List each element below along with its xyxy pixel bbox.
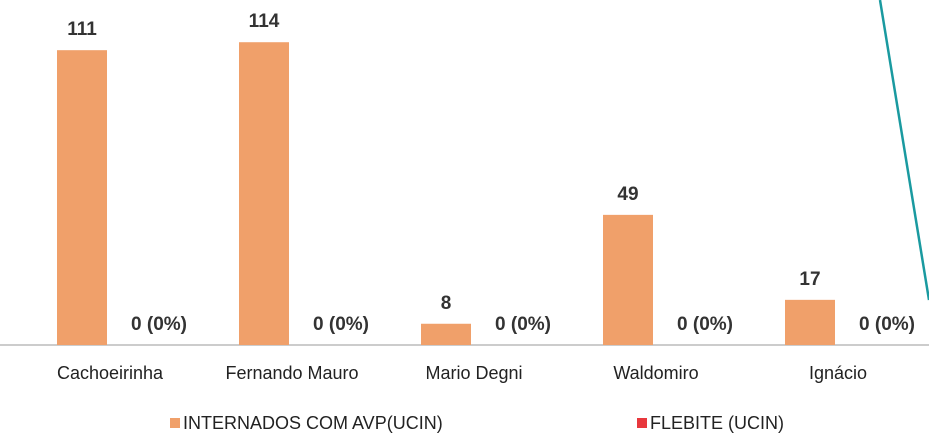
legend-swatch (637, 418, 647, 428)
legend-label: INTERNADOS COM AVP(UCIN) (183, 413, 443, 433)
bar (603, 214, 653, 345)
value-label: 17 (799, 269, 820, 290)
decorative-line (878, 0, 929, 301)
value-label: 114 (249, 11, 280, 32)
x-tick-label: Ignácio (809, 363, 867, 383)
value-label: 49 (617, 184, 638, 205)
x-tick-label: Fernando Mauro (225, 363, 358, 383)
bar (421, 323, 471, 345)
legend-swatch (170, 418, 180, 428)
value-label: 0 (0%) (677, 314, 733, 335)
bar (785, 299, 835, 345)
x-tick-label: Cachoeirinha (57, 363, 164, 383)
x-tick-label: Mario Degni (425, 363, 522, 383)
value-label: 0 (0%) (495, 314, 551, 335)
value-label: 0 (0%) (131, 314, 187, 335)
x-tick-label: Waldomiro (613, 363, 698, 383)
value-label: 0 (0%) (859, 314, 915, 335)
value-label: 8 (441, 293, 452, 314)
bar (239, 42, 289, 345)
value-label: 111 (67, 19, 97, 40)
bar (57, 50, 107, 346)
legend-label: FLEBITE (UCIN) (650, 413, 784, 433)
value-label: 0 (0%) (313, 314, 369, 335)
